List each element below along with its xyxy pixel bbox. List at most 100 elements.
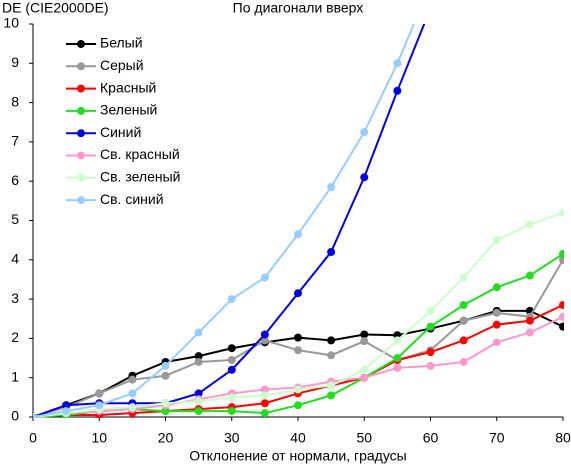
data-point [161,399,170,408]
x-tick-label: 50 [356,430,372,446]
data-point [128,403,137,412]
y-tick-label: 9 [11,54,19,70]
data-point [260,385,269,394]
data-point [492,338,501,347]
x-tick-label: 10 [91,430,107,446]
data-point [492,308,501,317]
data-point [360,128,369,137]
data-point [62,401,71,410]
data-point [260,330,269,339]
legend-marker [77,62,85,71]
data-point [327,381,336,390]
data-point [194,389,203,398]
data-point [459,300,468,309]
data-point [227,393,236,402]
data-point [492,320,501,329]
x-tick-label: 30 [224,430,240,446]
data-point [393,363,402,372]
y-tick-label: 1 [11,368,19,384]
data-point [194,352,203,361]
legend-marker [77,173,85,182]
data-point [360,173,369,182]
y-tick-label: 5 [11,211,19,227]
legend-label: Св. синий [100,191,164,207]
data-point [426,348,435,357]
data-point [525,220,534,229]
data-point [393,336,402,345]
y-axis-label: DE (CIE2000DE) [2,0,109,16]
data-point [260,409,269,418]
data-point [360,373,369,382]
data-point [427,4,435,12]
data-point [360,330,369,339]
x-tick-label: 60 [423,430,439,446]
legend-label: Зеленый [100,102,157,118]
legend-label: Св. красный [100,146,180,162]
data-point [294,385,302,394]
data-point [227,356,236,365]
data-point [559,249,564,258]
data-point [260,336,269,345]
legend-label: Синий [100,124,141,140]
data-point [260,391,269,400]
data-point [194,357,203,366]
data-point [327,247,336,256]
data-point [559,312,564,321]
data-point [294,289,302,298]
legend-marker [77,106,85,115]
data-point [459,336,468,345]
data-point [95,389,104,398]
chart-title: По диагонали вверх [233,0,364,16]
legend-label: Св. зеленый [100,169,180,185]
data-point [559,322,564,331]
data-point [492,236,501,245]
y-tick-label: 10 [3,15,19,31]
data-point [360,337,369,346]
y-tick-label: 0 [11,408,19,424]
data-point [459,316,468,325]
legend-marker [77,84,85,93]
data-point [62,407,71,416]
data-point [327,183,336,192]
data-point [194,328,203,337]
data-point [95,401,104,410]
data-point [492,283,501,292]
legend-marker [77,40,85,48]
data-point [294,346,302,355]
data-point [525,328,534,337]
data-point [33,413,37,418]
series-line [33,24,416,418]
x-tick-label: 20 [158,430,174,446]
data-point [327,336,336,345]
data-point [459,357,468,366]
y-tick-label: 4 [11,251,19,267]
data-point [227,407,236,416]
legend-marker [77,196,85,205]
data-point [194,407,203,416]
y-tick-label: 2 [11,329,19,345]
plot-area [33,4,564,418]
data-point [327,351,336,360]
legend-label: Белый [100,35,143,51]
x-tick-label: 80 [555,430,571,446]
data-point [128,389,137,398]
data-point [393,86,402,95]
data-point [194,397,203,406]
x-tick-label: 40 [290,430,306,446]
data-point [161,371,170,380]
data-point [227,344,236,353]
series-line [33,24,426,418]
legend-marker [77,151,85,160]
data-point [525,316,534,325]
y-tick-label: 3 [11,290,19,306]
data-point [294,401,302,410]
y-tick-label: 6 [11,172,19,188]
data-point [360,365,369,374]
legend-label: Красный [100,79,156,95]
data-point [161,407,170,416]
data-point [559,300,564,309]
data-point [227,365,236,374]
data-point [260,399,269,408]
legend-label: Серый [100,57,144,73]
